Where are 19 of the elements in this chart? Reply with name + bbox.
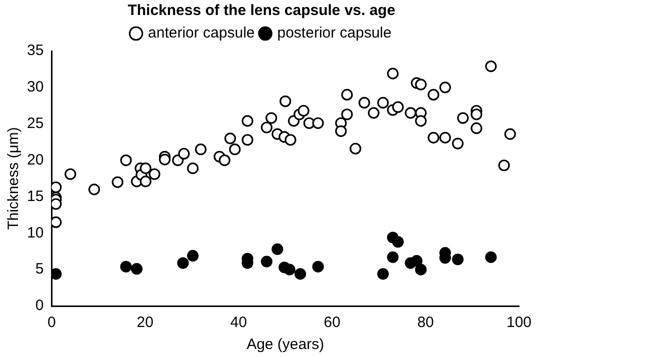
chart-title: Thickness of the lens capsule vs. age	[128, 2, 396, 20]
x-tick-label: 60	[324, 314, 340, 332]
x-tick-label: 100	[506, 314, 532, 332]
y-tick-label: 10	[26, 224, 44, 242]
y-tick-label: 20	[26, 151, 44, 168]
x-axis-title: Age (years)	[246, 336, 324, 354]
y-tick-label: 25	[26, 115, 44, 132]
y-tick-label: 15	[26, 188, 44, 205]
x-tick-label: 40	[230, 314, 247, 332]
x-tick-label: 80	[417, 314, 434, 332]
y-axis-title: Thickness (μm)	[5, 127, 22, 230]
legend-label: anterior capsule	[148, 24, 255, 42]
y-tick-label: 30	[26, 78, 44, 96]
y-tick-label: 5	[35, 260, 44, 278]
legend-label: posterior capsule	[277, 24, 392, 42]
x-tick-label: 20	[136, 314, 154, 332]
y-tick-label: 0	[35, 297, 44, 314]
y-tick-label: 35	[26, 42, 44, 60]
x-tick-label: 0	[48, 314, 56, 332]
